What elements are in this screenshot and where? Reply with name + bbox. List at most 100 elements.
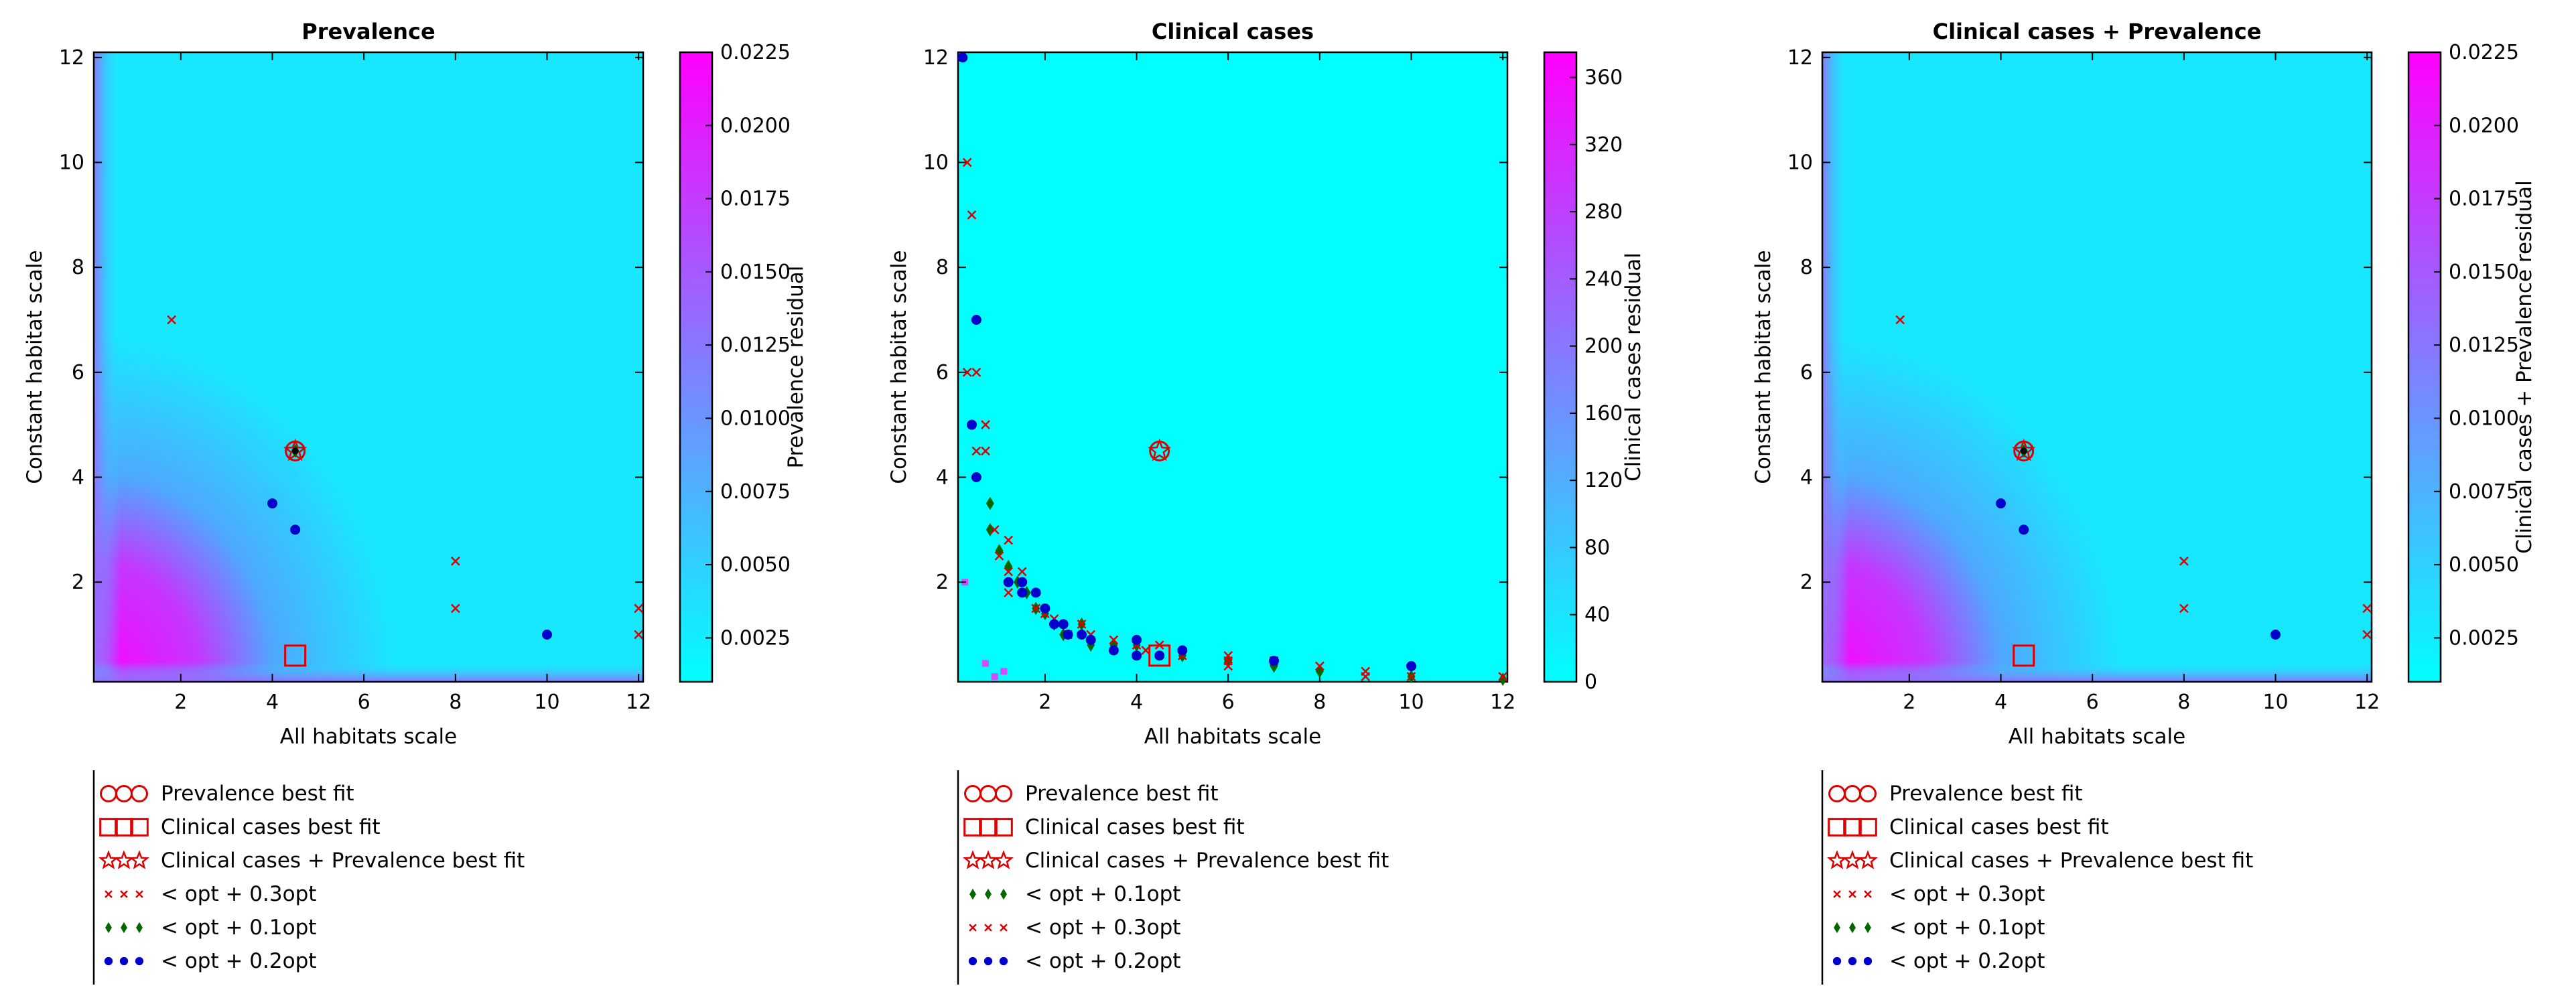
data-point-dot [1030,587,1041,598]
legend-symbol [105,922,112,934]
heatmap-bottom-edge [1822,662,2372,682]
series-2 [284,644,307,667]
data-point-x [634,603,644,614]
panel-title: Prevalence [301,19,435,44]
legend-label: Clinical cases best fit [1889,815,2109,839]
x-tick-label: 8 [2177,691,2190,714]
data-point-dot [267,498,277,509]
data-point-x [971,446,981,456]
data-point-x [971,367,981,377]
legend-symbol [979,818,998,837]
heatmap-cell [982,660,989,667]
legend-symbol [984,956,993,966]
data-point-star [1148,438,1172,461]
best-fit-center-point [2020,447,2027,455]
series-2 [2013,644,2035,667]
legend-symbol [1000,888,1007,900]
colorbar-tick-label: 40 [1584,603,1610,627]
legend-symbol [99,818,118,837]
y-tick-label: 12 [1787,46,1813,70]
legend-label: Prevalence best fit [1889,782,2083,806]
colorbar-tick-label: 0.0225 [720,41,791,64]
y-tick-label: 8 [72,256,84,279]
data-point-x [981,446,990,456]
legend-symbol [1858,850,1878,869]
series-6 [267,498,552,640]
colorbar-tick-label: 0.0150 [720,261,791,284]
data-point-dot [1406,661,1416,671]
legend-label: Clinical cases + Prevalence best fit [1025,849,1389,873]
colorbar-tick-label: 0.0100 [720,407,791,431]
colorbar-label: Clinical cases residual [1621,253,1645,482]
legend-symbol [969,924,977,932]
y-tick-label: 2 [936,571,949,594]
legend-symbol [1848,890,1856,898]
colorbar-tick-label: 0.0125 [720,334,791,357]
data-point-diamond [1499,672,1507,687]
legend-label: Clinical cases + Prevalence best fit [1889,849,2253,873]
y-tick-label: 4 [72,466,84,490]
data-point-dot [290,524,301,535]
data-point-x [994,551,1004,561]
colorbar-tick-label: 160 [1584,402,1623,425]
colorbar-tick-label: 0.0200 [2449,114,2519,137]
x-tick-label: 2 [174,691,187,714]
legend-marker-circle [1828,785,1877,802]
series-6 [1996,498,2281,640]
legend-symbol [1000,924,1008,932]
legend-marker-x [105,890,143,898]
colorbar [2407,51,2442,683]
colorbar-tick-label: 240 [1584,267,1623,291]
data-point-dot [1085,634,1096,645]
data-point-dot [1017,587,1028,598]
data-point-dot [1269,656,1279,666]
legend-symbol [1863,956,1873,966]
legend-symbol [130,818,149,837]
data-point-x [981,420,990,430]
legend-symbol [968,956,977,966]
x-tick-label: 4 [1130,691,1143,714]
legend-symbol [1833,890,1841,898]
legend-symbol [963,818,982,837]
legend-symbol [135,956,144,966]
data-point-square [284,644,307,667]
legend-symbol [131,785,148,802]
data-point-x [1017,567,1027,577]
legend-symbol [115,785,133,802]
y-tick-label: 12 [59,46,84,70]
legend-symbol [1842,850,1862,869]
data-point-dot [1996,498,2006,509]
legend-symbol [995,785,1012,802]
legend-label: < opt + 0.3opt [161,882,316,906]
data-point-diamond [986,496,994,510]
y-tick-label: 2 [72,571,84,594]
legend-symbol [115,818,133,837]
colorbar-tick-label: 80 [1584,536,1610,559]
x-tick-label: 12 [2354,691,2380,714]
legend: Prevalence best fit Clinical cases best f… [1821,770,2253,985]
legend-marker-star [963,850,1014,869]
x-axis-label: All habitats scale [1144,725,1321,749]
legend-symbol [120,890,128,898]
legend-marker-square [963,818,1013,837]
legend-symbol [964,785,981,802]
legend-label: Clinical cases best fit [1025,815,1245,839]
legend-marker-x [1833,890,1872,898]
series-6 [957,52,1416,671]
data-point-x [450,556,460,566]
legend-symbol [1827,850,1847,869]
legend-marker-circle [100,785,148,802]
legend-symbol [1828,785,1846,802]
series-4 [1895,315,2372,640]
legend-symbol [1828,818,1846,837]
colorbar-tick-label: 0.0225 [2449,41,2519,64]
heatmap-cell [1000,668,1008,675]
colorbar-tick-label: 280 [1584,200,1623,224]
legend-symbol [985,888,992,900]
panel-title: Clinical cases [1152,19,1314,44]
legend-symbol [1859,785,1877,802]
x-tick-label: 6 [2086,691,2099,714]
data-point-x [967,210,977,220]
legend-symbol [136,922,143,934]
